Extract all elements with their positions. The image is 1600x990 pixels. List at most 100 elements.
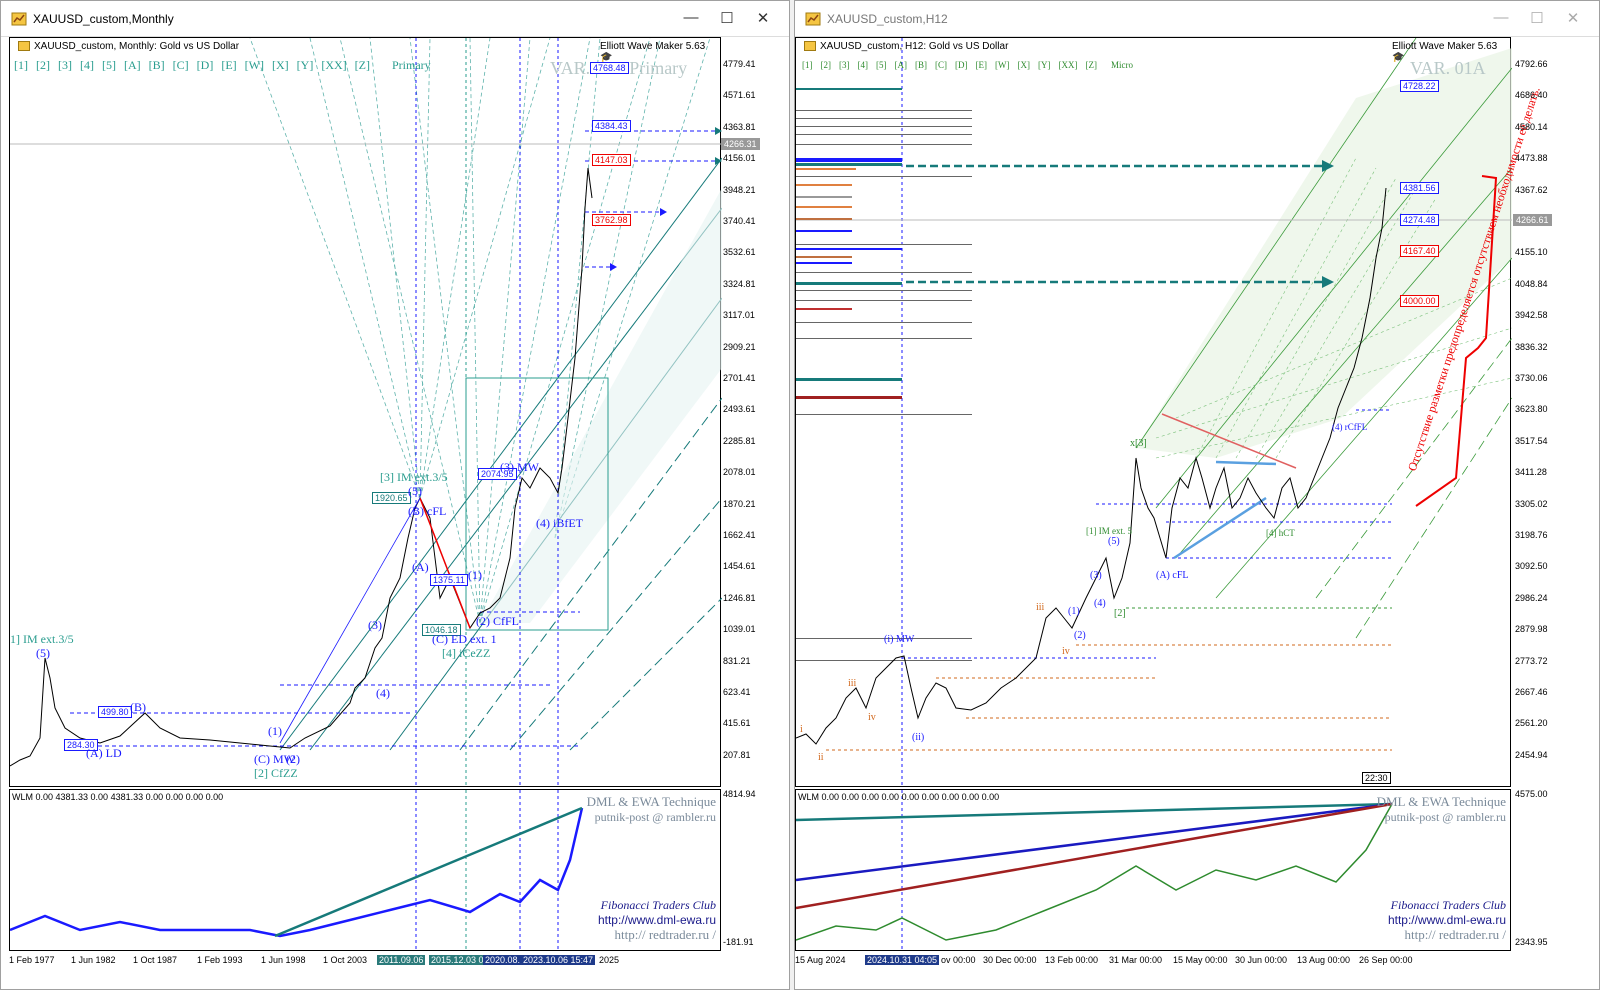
time-label: 1 Jun 1998 bbox=[261, 955, 306, 965]
price-axis-label: 1662.41 bbox=[723, 530, 756, 540]
wave-line-blue bbox=[279, 497, 421, 744]
degree-2[interactable]: [2] bbox=[36, 58, 50, 72]
wlm-indicator-pane[interactable]: WLM 0.00 0.00 0.00 0.00 0.00 0.00 0.00 0… bbox=[795, 789, 1511, 952]
price-axis-label: 4155.10 bbox=[1515, 247, 1548, 258]
degree-3[interactable]: [3] bbox=[839, 60, 850, 70]
price-tag: 1920.65 bbox=[372, 492, 411, 504]
degree-E[interactable]: [E] bbox=[221, 58, 237, 72]
degree-D[interactable]: [D] bbox=[955, 60, 968, 70]
time-label: 1 Oct 2003 bbox=[323, 955, 368, 965]
degree-A[interactable]: [A] bbox=[124, 58, 141, 72]
price-axis-label: 4686.40 bbox=[1515, 90, 1548, 101]
price-chart-area[interactable]: XAUUSD_custom, Monthly: Gold vs US Dolla… bbox=[9, 37, 722, 788]
minimize-button[interactable]: — bbox=[1493, 9, 1509, 26]
wave-label: iv bbox=[1062, 646, 1070, 657]
degree-E[interactable]: [E] bbox=[975, 60, 988, 70]
price-axis[interactable]: 4779.41 4571.61 4363.81 4156.01 3948.21 3740.… bbox=[721, 37, 781, 787]
degree-A[interactable]: [A] bbox=[894, 60, 908, 70]
close-button[interactable]: ✕ bbox=[756, 10, 770, 27]
price-axis-label: 415.61 bbox=[723, 718, 751, 729]
wlm-header: WLM 0.00 4381.33 0.00 4381.33 0.00 0.00 … bbox=[12, 792, 224, 802]
plugin-label: Elliott Wave Maker 5.63 🎓 bbox=[600, 41, 706, 63]
wave-label: (3) MW bbox=[500, 460, 539, 474]
price-axis-label: 2667.46 bbox=[1515, 687, 1548, 697]
wave-label: [3] IM ext.3/5 bbox=[380, 470, 448, 484]
time-markers bbox=[415, 38, 559, 788]
window-titlebar[interactable]: XAUUSD_custom,Monthly — ☐ ✕ bbox=[1, 1, 789, 37]
price-axis-label: 3740.41 bbox=[723, 216, 756, 226]
degree-2[interactable]: [2] bbox=[820, 60, 832, 70]
degree-primary[interactable]: Primary bbox=[392, 58, 431, 72]
degree-5[interactable]: [5] bbox=[876, 60, 887, 70]
wave-label: (B) bbox=[130, 700, 146, 714]
window-titlebar[interactable]: XAUUSD_custom,H12 — ☐ ✕ bbox=[795, 1, 1599, 37]
symbol-icon bbox=[18, 41, 30, 52]
wave-label: ii bbox=[818, 752, 824, 763]
price-chart-svg bbox=[10, 38, 722, 788]
degree-B[interactable]: [B] bbox=[915, 60, 927, 70]
price-chart-svg bbox=[796, 38, 1512, 788]
time-axis[interactable]: 15 Aug 2024 2024.10.31 04:05 ov 00:00 30… bbox=[795, 953, 1511, 971]
minimize-button[interactable]: — bbox=[683, 9, 699, 26]
price-tag: 4147.03 bbox=[592, 154, 631, 166]
time-axis[interactable]: 1 Feb 1977 1 Jun 1982 1 Oct 1987 1 Feb 1… bbox=[9, 953, 721, 971]
wlm-red-line bbox=[796, 802, 1393, 910]
price-axis-label: 4473.88 bbox=[1515, 153, 1548, 164]
time-label: 15 Aug 2024 bbox=[795, 955, 846, 965]
degree-XX[interactable]: [XX] bbox=[321, 58, 347, 72]
degree-1[interactable]: [1] bbox=[14, 58, 28, 72]
degree-W[interactable]: [W] bbox=[995, 60, 1010, 70]
degree-XX[interactable]: [XX] bbox=[1058, 60, 1078, 70]
wave-label: [2] bbox=[1114, 608, 1126, 619]
wave-line-red bbox=[419, 497, 471, 629]
sub-axis-label: 4575.00 bbox=[1515, 789, 1548, 799]
degree-W[interactable]: [W] bbox=[244, 58, 264, 72]
price-axis-label: 4779.41 bbox=[723, 59, 756, 69]
degree-X[interactable]: [X] bbox=[1017, 60, 1031, 70]
wave-label: iii bbox=[848, 678, 857, 689]
maximize-button[interactable]: ☐ bbox=[1530, 10, 1544, 27]
credit-link[interactable]: http:// redtrader.ru / bbox=[614, 927, 716, 942]
time-label: 1 Feb 1993 bbox=[197, 955, 243, 965]
degree-B[interactable]: [B] bbox=[148, 58, 165, 72]
price-chart-area[interactable]: XAUUSD_custom, H12: Gold vs US Dollar El… bbox=[795, 37, 1543, 788]
degree-5[interactable]: [5] bbox=[102, 58, 116, 72]
wave-degree-menu[interactable]: [1] [2] [3] [4] [5] [A] [B] [C] [D] [E] [W] [X] [Y] [… bbox=[802, 60, 1141, 70]
credit-link[interactable]: http://www.dml-ewa.ru bbox=[597, 913, 716, 927]
degree-1[interactable]: [1] bbox=[802, 60, 813, 70]
price-tag: 284.30 bbox=[64, 739, 98, 751]
credit-link[interactable]: http://www.dml-ewa.ru bbox=[1387, 913, 1506, 927]
degree-C[interactable]: [C] bbox=[935, 60, 947, 70]
arrowhead bbox=[1322, 160, 1334, 172]
wave-label: (5) bbox=[408, 484, 422, 498]
degree-micro[interactable]: Micro bbox=[1111, 60, 1133, 70]
price-axis-label: 831.21 bbox=[723, 655, 751, 666]
price-axis-label: 207.81 bbox=[723, 749, 751, 760]
maximize-button[interactable]: ☐ bbox=[720, 10, 734, 27]
target-lines bbox=[902, 409, 1392, 659]
degree-4[interactable]: [4] bbox=[857, 60, 869, 70]
price-axis-label: 1246.81 bbox=[723, 592, 756, 603]
current-price-tag: 4266.61 bbox=[1513, 214, 1552, 226]
degree-3[interactable]: [3] bbox=[58, 58, 72, 72]
degree-Y[interactable]: [Y] bbox=[1038, 60, 1051, 70]
wlm-indicator-svg bbox=[10, 790, 584, 952]
wave-degree-menu[interactable]: [1] [2] [3] [4] [5] [A] [B] [C] [D] [E] [W] [X] [Y] [… bbox=[14, 58, 439, 73]
degree-C[interactable]: [C] bbox=[172, 58, 189, 72]
degree-Z[interactable]: [Z] bbox=[1085, 60, 1098, 70]
degree-D[interactable]: [D] bbox=[196, 58, 214, 72]
wlm-indicator-pane[interactable]: WLM 0.00 4381.33 0.00 4381.33 0.00 0.00 … bbox=[9, 789, 721, 952]
close-button[interactable]: ✕ bbox=[1566, 10, 1580, 27]
credit-link[interactable]: http:// redtrader.ru / bbox=[1404, 927, 1506, 942]
trendline-red bbox=[1161, 413, 1297, 469]
volume-profile bbox=[796, 88, 972, 661]
price-axis[interactable]: 4792.664686.404580.144473.884367.624261.… bbox=[1513, 37, 1573, 787]
degree-Z[interactable]: [Z] bbox=[354, 58, 370, 72]
wave-label: (B) cFL bbox=[408, 504, 447, 518]
price-axis-label: 2493.61 bbox=[723, 404, 756, 415]
wave-label: 1] IM ext.3/5 bbox=[10, 632, 74, 646]
degree-4[interactable]: [4] bbox=[80, 58, 94, 72]
degree-X[interactable]: [X] bbox=[272, 58, 289, 72]
degree-Y[interactable]: [Y] bbox=[296, 58, 314, 72]
price-axis-label: 4792.66 bbox=[1515, 59, 1548, 69]
